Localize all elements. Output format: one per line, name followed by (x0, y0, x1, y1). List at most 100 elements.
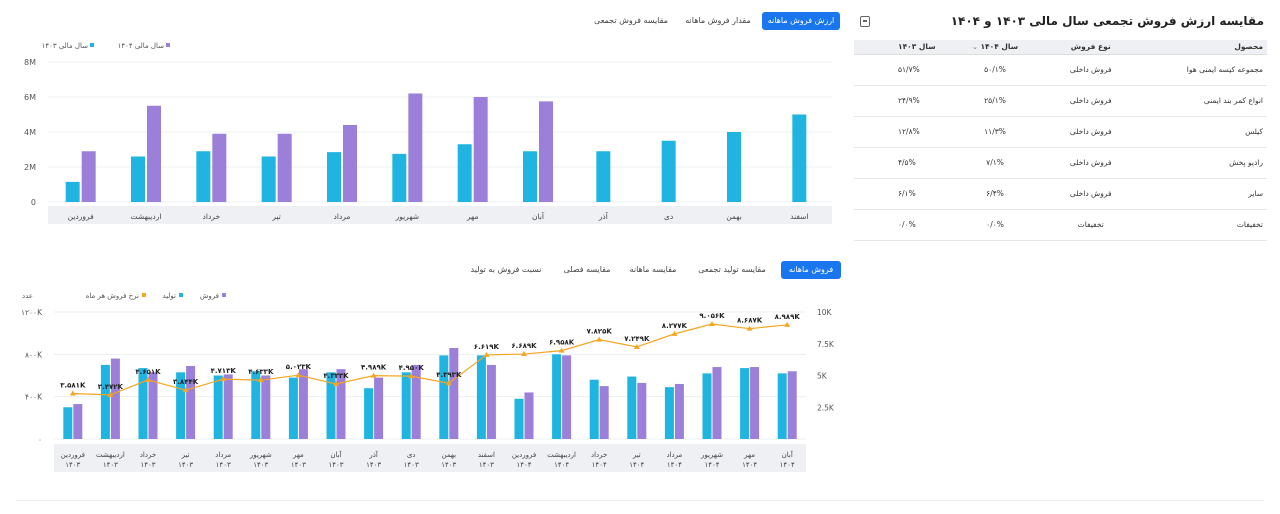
tab-seasonal-compare[interactable]: مقایسه فصلی (563, 265, 611, 274)
x-tick-label-year: ۱۴۰۳ (441, 461, 456, 469)
x-tick-label-month: مهر (743, 451, 755, 459)
tab-monthly-sales[interactable]: فروش ماهانه (781, 261, 841, 279)
tab-sales-production-ratio[interactable]: نسبت فروش به تولید (470, 265, 542, 274)
cell-1404: ۰/۰% (954, 209, 1036, 241)
y-tick-label-left: ۰ (38, 435, 42, 444)
bar-sales (223, 374, 233, 439)
x-tick-label-year: ۱۴۰۳ (178, 461, 193, 469)
y-tick-label-left: ۸۰۰K (25, 350, 43, 359)
bar-production (777, 373, 787, 439)
export-icon[interactable] (860, 16, 870, 27)
y-tick-label: 4M (24, 128, 36, 137)
bar-1403 (596, 151, 611, 202)
x-tick-label-year: ۱۴۰۳ (65, 461, 80, 469)
cell-1404: ۲۵/۱% (954, 85, 1036, 117)
bar-1403 (65, 181, 80, 202)
tab-cumulative-production[interactable]: مقایسه تولید تجمعی (698, 265, 766, 274)
bar-production (664, 387, 674, 439)
x-tick-label-year: ۱۴۰۳ (328, 461, 343, 469)
bar-1404 (343, 125, 357, 202)
divider (16, 500, 1264, 501)
x-tick-label-month: تیر (632, 451, 641, 459)
cell-type: فروش داخلی (1035, 147, 1147, 179)
rate-point-label: ۴.۹۵۰K (399, 364, 425, 372)
rate-point-label: ۵.۰۲۳K (286, 363, 312, 371)
bar-sales (186, 365, 196, 439)
x-tick-label-month: شهریور (249, 451, 272, 459)
bar-production (288, 377, 298, 439)
x-tick-label-month: بهمن (442, 451, 457, 459)
bar-production (401, 372, 411, 439)
rate-point (145, 376, 151, 382)
bar-sales (374, 377, 384, 439)
rate-point-label: ۷.۲۴۹K (624, 335, 650, 343)
bar-sales (674, 383, 684, 439)
legend-swatch-rate (142, 293, 146, 297)
table-row: کیلس فروش داخلی ۱۱/۳% ۱۲/۸% (854, 116, 1267, 148)
y-tick-label-right: 5K (817, 372, 828, 381)
cell-1403: ۲۴/۹% (854, 85, 955, 117)
cell-type: فروش داخلی (1035, 54, 1147, 86)
x-tick-label-year: ۱۴۰۴ (742, 461, 757, 469)
bar-1403 (131, 156, 145, 202)
cell-1404: ۱۱/۳% (954, 116, 1036, 148)
bar-1403 (457, 144, 472, 202)
bar-1404 (473, 97, 488, 202)
bar-1404 (81, 151, 96, 202)
x-tick-label-month: مهر (292, 451, 304, 459)
x-tick-label-month: اسفند (478, 451, 495, 459)
bar-sales (73, 404, 83, 439)
rate-point (558, 347, 565, 353)
rate-point-label: ۴.۹۸۹K (361, 364, 387, 372)
x-tick-label-year: ۱۴۰۳ (253, 461, 268, 469)
rate-point (784, 321, 791, 327)
x-tick-label-year: ۱۴۰۳ (103, 461, 118, 469)
tab-monthly-sales-quantity[interactable]: مقدار فروش ماهانه (685, 16, 751, 25)
rate-point-label: ۴.۷۱۳K (211, 367, 237, 375)
y-tick-label-right: 10K (817, 308, 833, 317)
col-year-1404[interactable]: سال ۱۴۰۴ ⌄ (954, 40, 1036, 55)
x-tick-label: دی (664, 212, 673, 221)
bar-sales (787, 371, 797, 439)
x-tick-label-year: ۱۴۰۴ (667, 461, 682, 469)
legend-label-1404: سال مالی ۱۴۰۴ (118, 42, 165, 50)
rate-point-label: ۳.۸۴۴K (173, 378, 199, 386)
bar-sales (261, 375, 271, 439)
y-tick-label: 6M (24, 93, 36, 102)
x-tick-label-month: فروردین (61, 451, 85, 459)
table-row: رادیو پخش فروش داخلی ۷/۱% ۴/۵% (854, 147, 1267, 179)
bar-sales (110, 358, 120, 439)
bar-production (627, 376, 637, 439)
bar-production (176, 372, 186, 439)
rate-point (633, 343, 640, 349)
bar-1404 (147, 105, 161, 202)
tab-cumulative-sales-compare[interactable]: مقایسه فروش تجمعی (594, 16, 668, 25)
x-tick-label-year: ۱۴۰۳ (140, 461, 155, 469)
rate-point (295, 372, 302, 378)
bar-sales (148, 372, 158, 439)
rate-point (483, 351, 490, 357)
legend-swatch-sales (222, 293, 226, 297)
legend-label-1403: سال مالی ۱۴۰۳ (42, 42, 89, 50)
col-sales-type: نوع فروش (1035, 40, 1147, 55)
rate-point-label: ۸.۲۷۷K (662, 322, 688, 330)
rate-point-label: ۴.۶۳۳K (248, 368, 274, 376)
tab-monthly-compare[interactable]: مقایسه ماهانه (629, 265, 677, 274)
x-tick-label-month: تیر (181, 451, 190, 459)
tab-monthly-sales-value[interactable]: ارزش فروش ماهانه (762, 12, 840, 30)
bar-production (63, 407, 73, 439)
legend-label-sales: فروش (200, 292, 219, 300)
x-tick-label-year: ۱۴۰۴ (704, 461, 719, 469)
sort-chevron-icon[interactable]: ⌄ (971, 43, 978, 52)
x-tick-label-month: دی (407, 451, 416, 459)
bar-1404 (539, 101, 553, 202)
bar-sales (524, 392, 534, 439)
x-tick-label-year: ۱۴۰۳ (404, 461, 419, 469)
bar-production (476, 355, 486, 439)
rate-point (69, 390, 76, 396)
x-tick-label-year: ۱۴۰۴ (629, 461, 644, 469)
cell-1404: ۶/۴% (954, 178, 1036, 210)
bar-sales (637, 382, 647, 439)
bar-production (251, 371, 261, 439)
y-tick-label-right: 7.5K (817, 340, 835, 349)
